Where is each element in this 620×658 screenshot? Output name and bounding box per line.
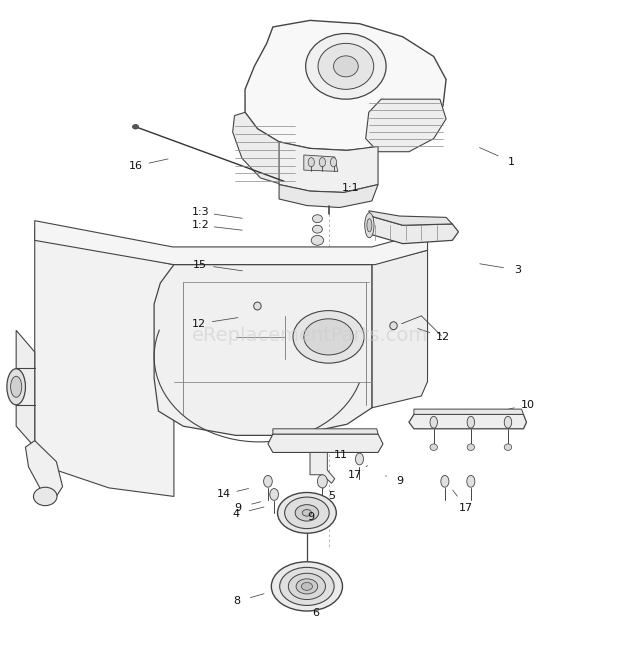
Ellipse shape [280,567,334,605]
Ellipse shape [270,488,278,500]
Text: 4: 4 [232,509,239,519]
Ellipse shape [334,56,358,77]
Polygon shape [279,184,378,207]
Polygon shape [268,434,383,453]
Text: 9: 9 [235,503,242,513]
Text: 16: 16 [128,161,143,171]
Ellipse shape [301,582,312,590]
Ellipse shape [293,311,364,363]
Ellipse shape [319,158,326,167]
Polygon shape [369,211,452,225]
Ellipse shape [306,34,386,99]
Text: 1:2: 1:2 [192,220,210,230]
Text: 9: 9 [396,476,403,486]
Ellipse shape [318,43,374,89]
Polygon shape [372,250,428,408]
Ellipse shape [504,417,511,428]
Ellipse shape [390,322,397,330]
Polygon shape [366,99,446,152]
Polygon shape [304,155,338,172]
Ellipse shape [7,368,25,405]
Ellipse shape [355,453,363,465]
Ellipse shape [288,573,326,599]
Polygon shape [35,227,174,496]
Polygon shape [154,265,372,436]
Text: 9: 9 [308,513,315,522]
Ellipse shape [430,417,438,428]
Text: 1: 1 [508,157,515,166]
Text: 14: 14 [216,490,231,499]
Text: eReplacementParts.com: eReplacementParts.com [192,326,428,345]
Text: 10: 10 [521,399,535,409]
Polygon shape [16,330,35,447]
Polygon shape [25,441,63,496]
Ellipse shape [312,225,322,233]
Text: 12: 12 [192,318,206,329]
Ellipse shape [317,475,327,488]
Text: 17: 17 [459,503,473,513]
Text: 12: 12 [436,332,450,342]
Ellipse shape [285,497,329,528]
Ellipse shape [312,215,322,222]
Ellipse shape [308,158,314,167]
Polygon shape [273,429,378,434]
Ellipse shape [306,497,314,509]
Ellipse shape [303,509,311,516]
Ellipse shape [295,505,319,521]
Polygon shape [310,453,335,484]
Polygon shape [35,220,428,265]
Text: 11: 11 [334,450,348,460]
Polygon shape [232,113,298,184]
Ellipse shape [467,444,474,451]
Ellipse shape [296,579,317,594]
Polygon shape [279,142,378,192]
Ellipse shape [278,492,336,533]
Polygon shape [366,216,458,243]
Text: 6: 6 [312,607,320,618]
Text: 1:1: 1:1 [342,183,359,193]
Polygon shape [409,415,526,429]
Polygon shape [245,20,446,151]
Ellipse shape [11,376,22,397]
Ellipse shape [467,476,475,487]
Ellipse shape [133,124,139,129]
Ellipse shape [365,213,374,238]
Ellipse shape [272,562,342,611]
Ellipse shape [504,444,511,451]
Polygon shape [414,409,523,415]
Ellipse shape [254,302,261,310]
Text: 1:3: 1:3 [192,207,210,217]
Ellipse shape [430,444,438,451]
Text: 5: 5 [328,492,335,501]
Ellipse shape [264,476,272,487]
Text: 8: 8 [234,597,241,607]
Text: 15: 15 [193,260,207,270]
Ellipse shape [304,319,353,355]
Text: 3: 3 [514,265,521,275]
Ellipse shape [441,476,449,487]
Ellipse shape [311,236,324,245]
Ellipse shape [467,417,474,428]
Ellipse shape [33,487,57,505]
Ellipse shape [330,158,337,167]
Text: 17: 17 [347,470,361,480]
Ellipse shape [367,218,372,232]
